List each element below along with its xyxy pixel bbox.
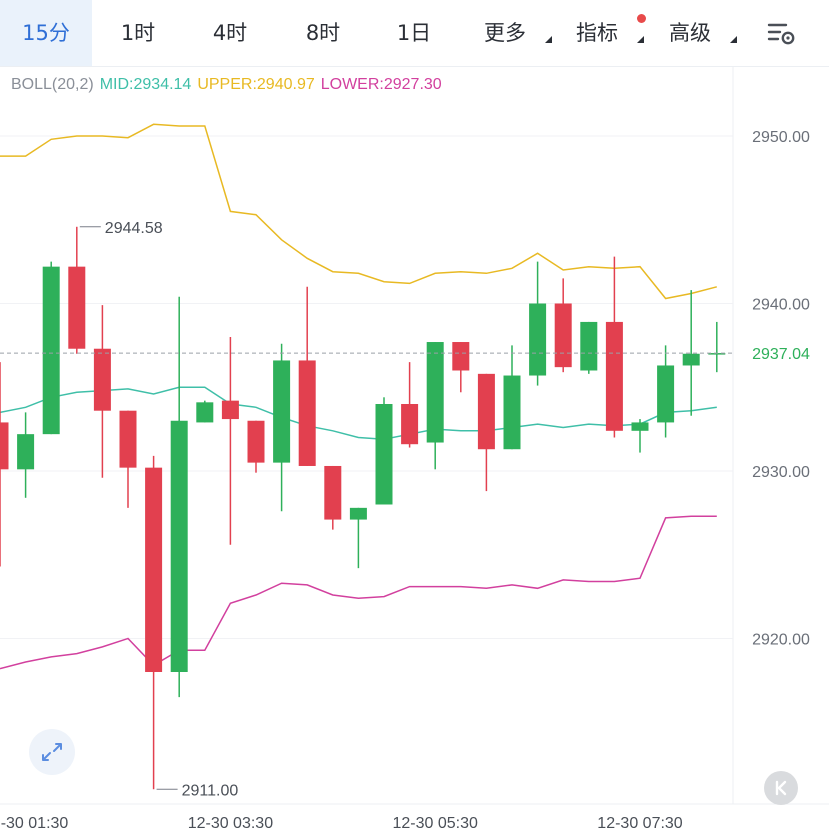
collapse-left-icon [775, 780, 787, 796]
candle-body [452, 342, 470, 371]
candle-body [554, 303, 572, 368]
boll-name: BOLL(20,2) [11, 76, 94, 93]
candle-body [68, 266, 86, 349]
tab-6[interactable]: 指标 [552, 0, 646, 66]
candle-body [375, 404, 393, 505]
dropdown-triangle-icon [545, 36, 552, 43]
candle-body [631, 422, 649, 431]
candle-body [605, 321, 623, 431]
tab-0[interactable]: 15分 [0, 0, 92, 66]
dropdown-triangle-icon [730, 36, 737, 43]
y-tick-label: 2930.00 [752, 464, 810, 481]
y-tick-label: 2940.00 [752, 297, 810, 314]
candle-body [503, 375, 521, 450]
notification-dot-icon [637, 14, 646, 23]
candle-body [657, 365, 675, 423]
candle-body [196, 402, 214, 423]
tab-label: 4时 [212, 21, 248, 45]
x-tick-label: 12-30 03:30 [188, 815, 274, 832]
candle-body [580, 321, 598, 371]
last-price-box [734, 340, 829, 367]
candle-body [273, 360, 291, 463]
timeframe-toolbar: 15分 1时 4时 8时 1日 更多 指标 高级 [0, 0, 829, 67]
boll-upper-value: UPPER:2940.97 [197, 76, 315, 93]
tab-4[interactable]: 1日 [370, 0, 458, 66]
candle-body [17, 434, 35, 470]
candle-body [247, 420, 265, 463]
expand-arrows-icon [42, 743, 62, 761]
candle-body [0, 422, 9, 470]
candle-body [349, 507, 367, 520]
collapse-panel-button[interactable] [764, 771, 798, 805]
candle-body [708, 353, 726, 355]
boll-lower-line [0, 515, 717, 670]
tab-7[interactable]: 高级 [645, 0, 737, 66]
candle-body [221, 400, 239, 420]
x-tick-label: 12-30 07:30 [597, 815, 683, 832]
high-price-label: 2944.58 [105, 220, 163, 237]
tab-label: 8时 [305, 21, 341, 45]
boll-upper-line [0, 123, 717, 300]
last-price-label: 2937.04 [752, 346, 810, 363]
tab-5[interactable]: 更多 [460, 0, 552, 66]
boll-mid-line [0, 386, 717, 440]
expand-chart-button[interactable] [29, 729, 75, 775]
candle-body [170, 420, 188, 672]
candle-body [477, 373, 495, 450]
tab-label: 指标 [576, 21, 618, 45]
candle-body [324, 465, 342, 520]
boll-legend: BOLL(20,2) MID:2934.14 UPPER:2940.97 LOWER:… [11, 76, 448, 94]
y-tick-label: 2920.00 [752, 632, 810, 649]
chart-settings-button[interactable] [766, 19, 798, 47]
candle-body [529, 303, 547, 376]
tab-3[interactable]: 8时 [278, 0, 368, 66]
candle-body [93, 348, 111, 411]
dropdown-triangle-icon [637, 36, 644, 43]
y-tick-label: 2950.00 [752, 129, 810, 146]
chart-settings-icon [767, 23, 795, 45]
tab-1[interactable]: 1时 [93, 0, 183, 66]
x-tick-label: 12-30 05:30 [392, 815, 478, 832]
tab-label: 1时 [120, 21, 156, 45]
x-tick-label: 12-30 01:30 [0, 815, 68, 832]
boll-lower-value: LOWER:2927.30 [320, 76, 442, 93]
candle-body [682, 353, 700, 366]
tab-label: 1日 [396, 21, 432, 45]
candlestick-chart[interactable]: 2950.00 2940.00 2930.00 2920.00 2937.04 2944.… [0, 66, 829, 839]
tab-2[interactable]: 4时 [185, 0, 275, 66]
candle-body [145, 467, 163, 672]
tab-label: 15分 [22, 21, 70, 45]
candle-body [298, 360, 316, 466]
candle-body [426, 342, 444, 443]
boll-mid-value: MID:2934.14 [99, 76, 192, 93]
tab-label: 高级 [669, 21, 711, 45]
candle-body [401, 404, 419, 445]
candle-body [42, 266, 60, 435]
candle-body [119, 410, 137, 468]
tab-label: 更多 [484, 21, 526, 45]
low-price-label: 2911.00 [182, 782, 239, 799]
